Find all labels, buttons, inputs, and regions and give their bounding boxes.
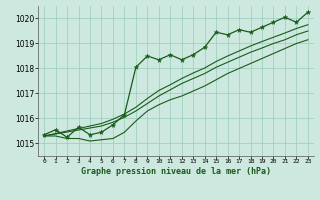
X-axis label: Graphe pression niveau de la mer (hPa): Graphe pression niveau de la mer (hPa): [81, 167, 271, 176]
